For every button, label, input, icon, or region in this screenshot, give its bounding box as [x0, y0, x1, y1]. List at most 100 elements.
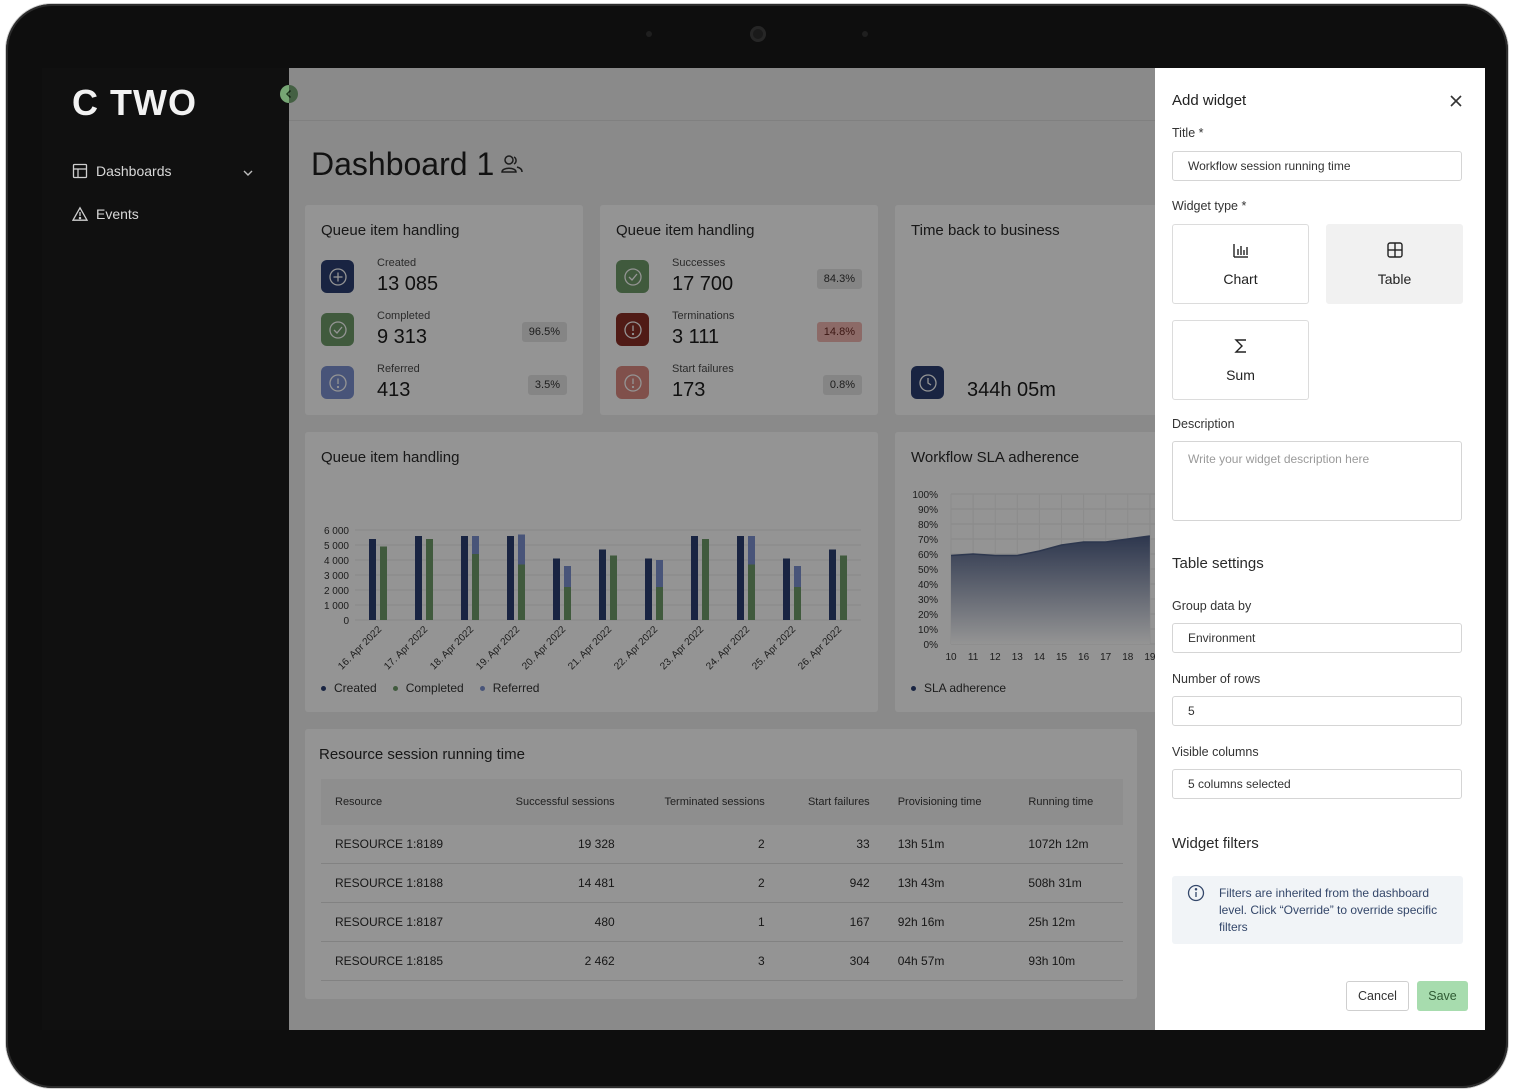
- bar-referred: [564, 566, 571, 587]
- plus-circle-icon: [321, 260, 354, 293]
- x-tick-label: 22. Apr 2022: [612, 624, 660, 672]
- y-tick-label: 1 000: [324, 601, 349, 612]
- chevron-down-icon[interactable]: [241, 166, 255, 180]
- y-tick-label: 100%: [912, 490, 938, 501]
- sidebar-item-dashboards[interactable]: Dashboards: [72, 163, 172, 179]
- visible-columns-select[interactable]: 5 columns selected: [1172, 769, 1462, 799]
- percentage-badge: 14.8%: [816, 322, 862, 342]
- bar-completed: [380, 546, 387, 620]
- table-cell: 33: [778, 825, 884, 864]
- column-header[interactable]: Resource: [321, 779, 481, 825]
- table-cell: 1072h 12m: [1014, 825, 1123, 864]
- chart-legend: Created Completed Referred: [321, 681, 539, 695]
- widget-type-sum[interactable]: Sum: [1172, 320, 1309, 400]
- metric-label: Referred: [377, 363, 420, 375]
- x-tick-label: 20. Apr 2022: [520, 624, 568, 672]
- sla-area: [951, 536, 1150, 644]
- legend-label: Referred: [492, 681, 540, 695]
- table-row[interactable]: RESOURCE 1:8188 14 481 2 942 13h 43m 508…: [321, 863, 1123, 903]
- table-row[interactable]: RESOURCE 1:8187 480 1 167 92h 16m 25h 12…: [321, 902, 1123, 942]
- page-title: Dashboard 1: [311, 146, 495, 182]
- bar-completed: [840, 555, 847, 620]
- table-cell: 14 481: [480, 863, 629, 903]
- bar-created: [829, 549, 836, 620]
- bar-referred: [794, 566, 801, 587]
- group-by-select[interactable]: Environment: [1172, 623, 1462, 653]
- column-header[interactable]: Successful sessions: [480, 779, 629, 825]
- y-tick-label: 40%: [918, 580, 938, 591]
- y-tick-label: 10%: [918, 625, 938, 636]
- info-circle-icon: [321, 366, 354, 399]
- description-textarea[interactable]: Write your widget description here: [1172, 441, 1462, 521]
- widget-type-chart[interactable]: Chart: [1172, 224, 1309, 304]
- legend-item[interactable]: SLA adherence: [911, 681, 1006, 695]
- sla-area-chart: 100% 90% 80% 70% 60% 50% 40% 30% 20% 10% 0% 10 11 12 1…: [912, 490, 1195, 663]
- table-icon: [1386, 242, 1403, 258]
- x-tick-label: 18: [1122, 652, 1134, 663]
- columns-label: Visible columns: [1172, 745, 1259, 759]
- column-header[interactable]: Running time: [1014, 779, 1123, 825]
- bar-created: [507, 536, 514, 620]
- x-tick-label: 18. Apr 2022: [428, 624, 476, 672]
- x-tick-label: 11: [968, 652, 979, 663]
- bar-referred: [472, 536, 479, 554]
- x-tick-label: 17: [1100, 652, 1112, 663]
- resource-table-card: Resource session running time Resource S…: [305, 729, 1137, 999]
- bar-completed: [518, 564, 525, 620]
- save-button[interactable]: Save: [1417, 981, 1468, 1011]
- percentage-badge: 0.8%: [822, 375, 862, 395]
- table-cell: 2: [628, 863, 779, 903]
- legend-item[interactable]: Referred: [479, 681, 540, 695]
- time-back-value: 344h 05m: [967, 379, 1056, 401]
- info-icon: [1187, 884, 1205, 902]
- table-cell: 167: [778, 902, 884, 942]
- chart-legend: SLA adherence: [911, 681, 1006, 695]
- metric-value: 13 085: [377, 273, 439, 295]
- table-row[interactable]: RESOURCE 1:8189 19 328 2 33 13h 51m 1072…: [321, 825, 1123, 864]
- metric-label: Created: [377, 257, 417, 269]
- x-tick-label: 17. Apr 2022: [382, 624, 430, 672]
- x-tick-label: 21. Apr 2022: [566, 624, 614, 672]
- sidebar-item-label: Events: [96, 206, 139, 222]
- dashboard-icon: [72, 163, 88, 179]
- table-cell: 1: [628, 902, 779, 942]
- title-input[interactable]: Workflow session running time: [1172, 151, 1462, 181]
- widget-type-label: Table: [1377, 271, 1412, 287]
- widget-filters-heading: Widget filters: [1172, 835, 1259, 852]
- card-title: Workflow SLA adherence: [911, 449, 1080, 466]
- column-header[interactable]: Terminated sessions: [628, 779, 779, 825]
- column-header[interactable]: Provisioning time: [883, 779, 1015, 825]
- panel-title: Add widget: [1172, 92, 1247, 109]
- rows-label: Number of rows: [1172, 672, 1261, 686]
- rows-input[interactable]: 5: [1172, 696, 1462, 726]
- table-settings-heading: Table settings: [1172, 555, 1264, 572]
- card-title: Time back to business: [911, 222, 1060, 239]
- users-icon[interactable]: [501, 154, 523, 174]
- close-icon[interactable]: [1447, 92, 1465, 110]
- widget-type-table[interactable]: Table: [1326, 224, 1463, 304]
- bar-created: [599, 549, 606, 620]
- y-tick-label: 3 000: [324, 571, 349, 582]
- legend-item[interactable]: Completed: [392, 681, 464, 695]
- table-cell: 508h 31m: [1014, 863, 1123, 903]
- sidebar-item-events[interactable]: Events: [72, 206, 139, 222]
- widget-type-label: Widget type *: [1172, 199, 1247, 213]
- column-header[interactable]: Start failures: [778, 779, 884, 825]
- metric-value: 17 700: [672, 273, 734, 295]
- bar-created: [461, 536, 468, 620]
- legend-item[interactable]: Created: [321, 681, 377, 695]
- time-back-card: Time back to business 344h 05m: [895, 205, 1195, 415]
- y-tick-label: 80%: [918, 520, 938, 531]
- x-tick-label: 16. Apr 2022: [336, 624, 384, 672]
- cancel-button[interactable]: Cancel: [1346, 981, 1409, 1011]
- x-tick-label: 24. Apr 2022: [704, 624, 752, 672]
- resource-table: Resource Successful sessions Terminated …: [321, 779, 1123, 981]
- tablet-frame: C TWO Dashboards Events Dashboard 1 Queu…: [6, 4, 1508, 1088]
- table-row[interactable]: RESOURCE 1:8185 2 462 3 304 04h 57m 93h …: [321, 941, 1123, 981]
- table-cell: RESOURCE 1:8185: [321, 941, 481, 981]
- collapse-sidebar-button[interactable]: [280, 85, 298, 103]
- x-tick-label: 16: [1078, 652, 1090, 663]
- bar-completed: [610, 555, 617, 620]
- bar-created: [369, 539, 376, 620]
- card-title: Resource session running time: [319, 746, 525, 763]
